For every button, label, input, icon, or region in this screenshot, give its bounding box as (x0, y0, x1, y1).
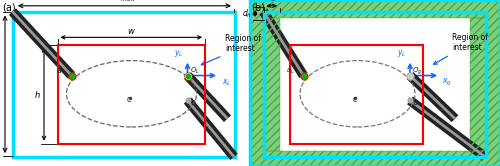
Text: a: a (56, 66, 62, 75)
Text: $h_{\rm con}$: $h_{\rm con}$ (0, 76, 2, 92)
Bar (470, 18, 486, 151)
Text: (a): (a) (2, 2, 16, 12)
Bar (264, 18, 280, 151)
Text: $w$: $w$ (127, 27, 136, 36)
Text: $y_L$: $y_L$ (396, 48, 406, 59)
Bar (264, 151, 486, 157)
Text: $d_h$: $d_h$ (242, 7, 252, 20)
Text: $O_g$: $O_g$ (412, 66, 423, 77)
Bar (264, 18, 280, 151)
Text: c: c (352, 95, 356, 104)
Text: $x_L$: $x_L$ (222, 77, 231, 88)
Bar (250, 0, 500, 166)
Text: $a_L$: $a_L$ (286, 67, 294, 76)
Text: $w_{\max}$: $w_{\max}$ (114, 0, 135, 4)
Bar (250, 0, 500, 166)
Bar (470, 18, 486, 151)
Text: $d_w$: $d_w$ (266, 0, 278, 4)
Text: $O_L$: $O_L$ (190, 66, 200, 76)
Bar (290, 45, 422, 144)
Bar (264, 12, 486, 18)
Text: $h$: $h$ (34, 89, 41, 100)
Bar (280, 18, 470, 151)
Bar (264, 12, 486, 18)
Text: Region of
interest: Region of interest (452, 33, 488, 52)
Text: Region of
interest: Region of interest (225, 34, 261, 53)
Bar (0, 0, 250, 166)
Bar (250, 0, 500, 166)
Bar (12, 12, 235, 157)
Text: c: c (127, 95, 131, 104)
Bar (264, 12, 486, 157)
Text: $x_g$: $x_g$ (442, 77, 452, 88)
Bar (58, 45, 205, 144)
Text: b: b (412, 98, 418, 107)
Text: (b): (b) (251, 2, 265, 12)
Text: $y_L$: $y_L$ (174, 48, 184, 59)
Bar (264, 151, 486, 157)
Text: b: b (190, 98, 195, 107)
